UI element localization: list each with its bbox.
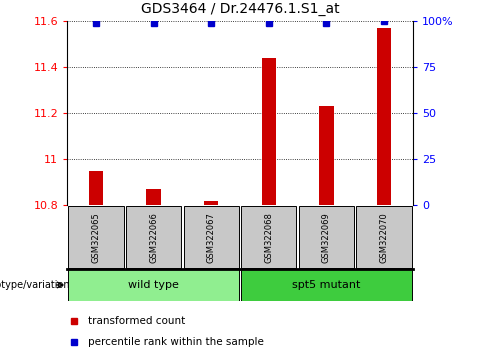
Bar bbox=[356, 206, 412, 268]
Text: transformed count: transformed count bbox=[88, 316, 185, 326]
Bar bbox=[241, 206, 297, 268]
Text: GSM322066: GSM322066 bbox=[149, 212, 158, 263]
Bar bbox=[126, 206, 181, 268]
Text: GSM322068: GSM322068 bbox=[264, 212, 273, 263]
Bar bbox=[68, 269, 240, 301]
Bar bbox=[204, 201, 218, 205]
Bar bbox=[299, 206, 354, 268]
Bar bbox=[262, 58, 276, 205]
Text: GSM322069: GSM322069 bbox=[322, 212, 331, 263]
Bar bbox=[89, 171, 103, 205]
Text: GSM322067: GSM322067 bbox=[207, 212, 216, 263]
Bar bbox=[183, 206, 239, 268]
Text: percentile rank within the sample: percentile rank within the sample bbox=[88, 337, 264, 348]
Text: GSM322065: GSM322065 bbox=[92, 212, 100, 263]
Bar bbox=[319, 107, 334, 205]
Title: GDS3464 / Dr.24476.1.S1_at: GDS3464 / Dr.24476.1.S1_at bbox=[141, 2, 339, 16]
Bar bbox=[68, 206, 124, 268]
Text: spt5 mutant: spt5 mutant bbox=[292, 280, 360, 290]
Bar bbox=[240, 269, 412, 301]
Bar bbox=[146, 189, 161, 205]
Text: wild type: wild type bbox=[128, 280, 179, 290]
Text: GSM322070: GSM322070 bbox=[380, 212, 388, 263]
Text: genotype/variation: genotype/variation bbox=[0, 280, 70, 290]
Bar bbox=[377, 28, 391, 205]
